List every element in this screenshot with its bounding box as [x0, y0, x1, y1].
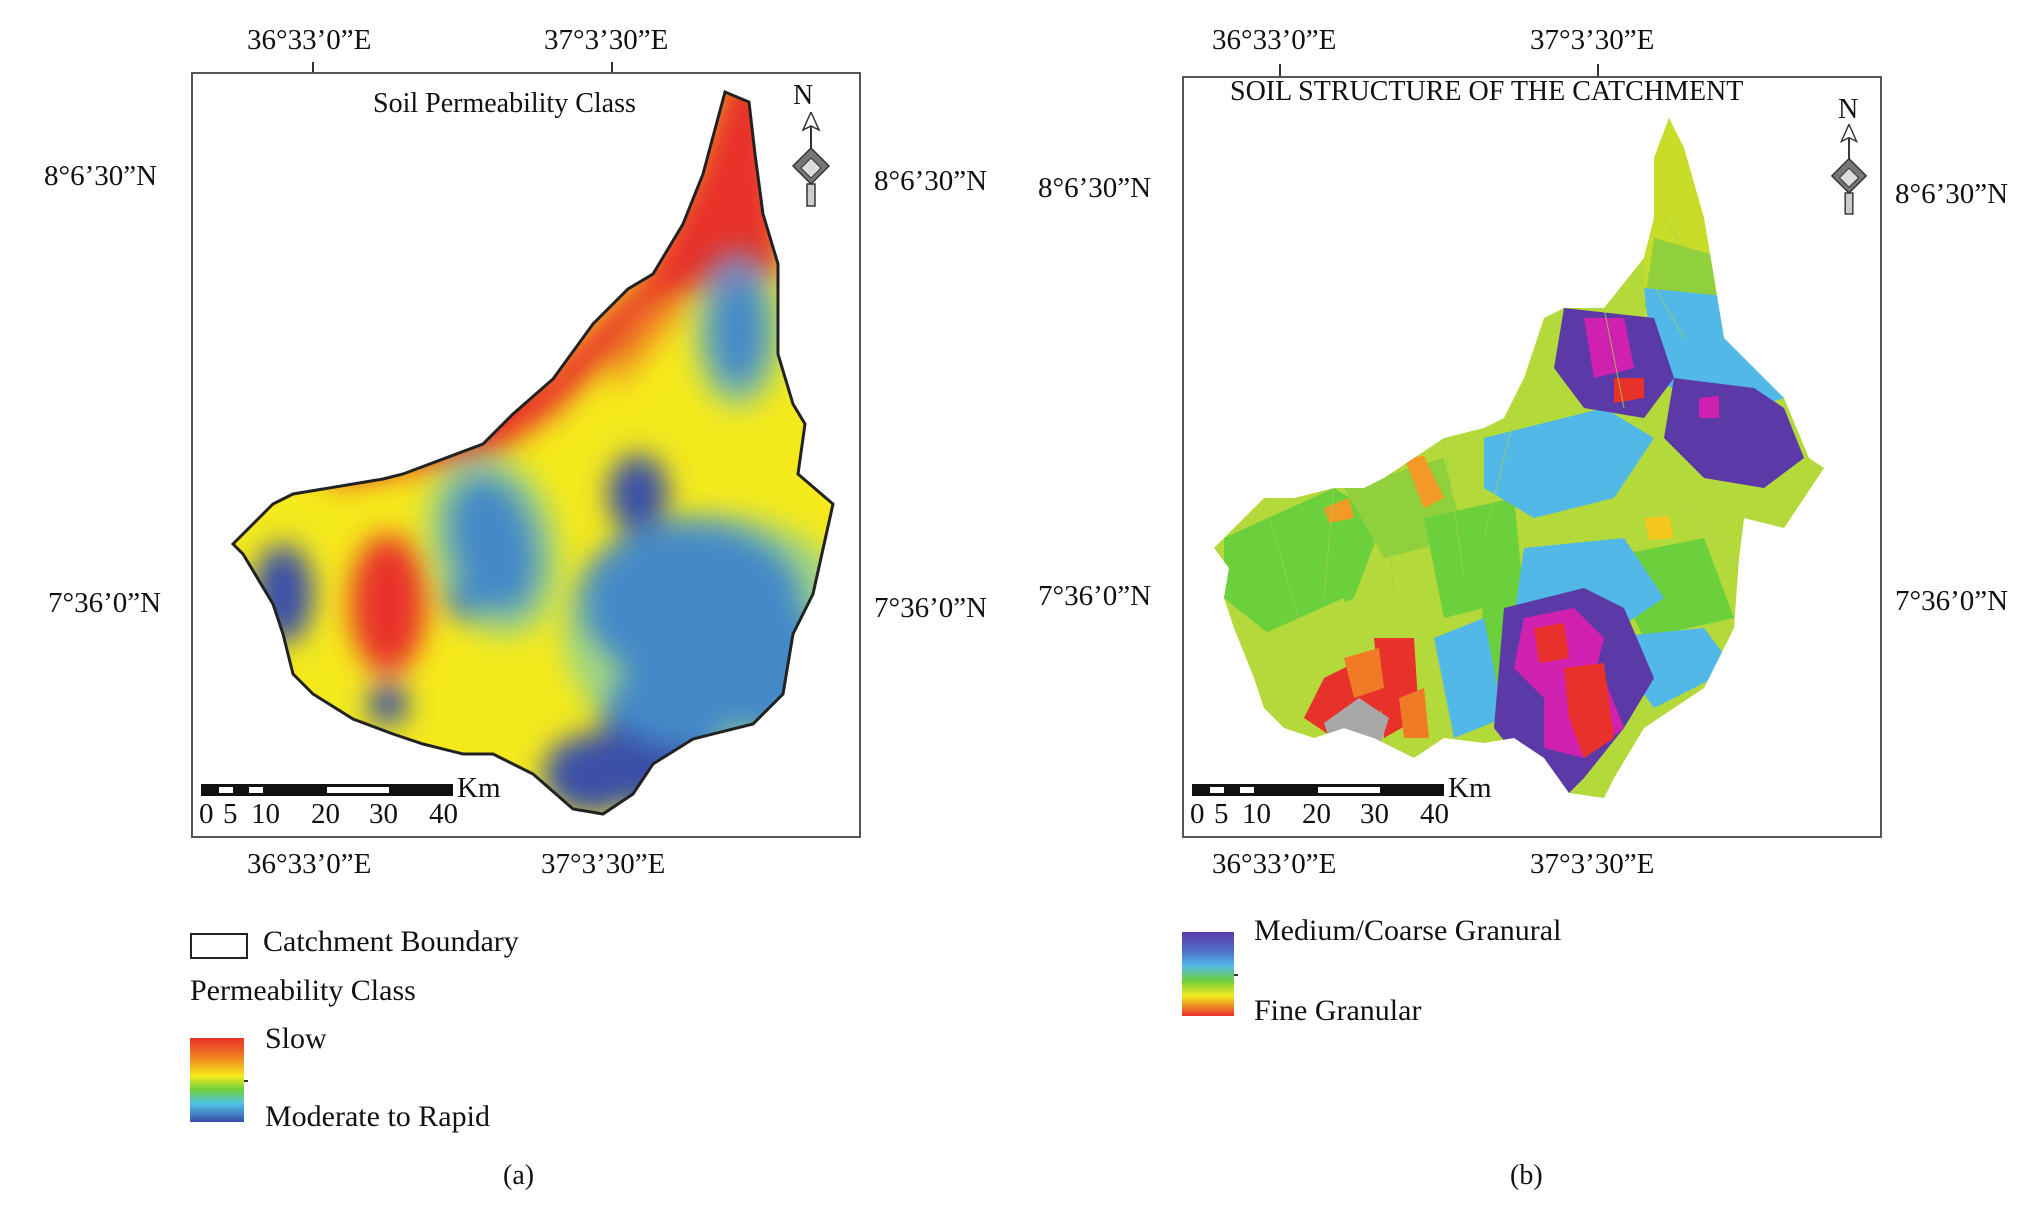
legend-high-label: Medium/Coarse Granural — [1254, 914, 1562, 947]
left-lat-label-1: 8°6’30”N — [1038, 172, 1152, 204]
right-lat-label-1: 8°6’30”N — [1895, 178, 2009, 210]
scale-tick-0: 0 — [1190, 798, 1205, 830]
caption-a: (a) — [503, 1160, 535, 1191]
legend-heading: Permeability Class — [190, 974, 416, 1007]
north-label-b: N — [1838, 94, 1859, 125]
right-lat-label-2: 7°36’0”N — [874, 592, 988, 624]
top-lon-label-1: 36°33’0”E — [247, 24, 372, 56]
north-arrow-icon — [1830, 124, 1868, 215]
map-title-a: Soil Permeability Class — [373, 88, 636, 119]
map-frame-b: SOIL STRUCTURE OF THE CATCHMENT N Km 0 5… — [1182, 76, 1882, 838]
structure-gradient-swatch — [1182, 932, 1234, 1016]
tick — [611, 62, 613, 74]
map-title-b: SOIL STRUCTURE OF THE CATCHMENT — [1230, 76, 1744, 107]
permeability-gradient-swatch — [190, 1038, 244, 1122]
tick — [312, 62, 314, 74]
legend-high-label: Slow — [265, 1022, 327, 1055]
legend-low-label: Fine Granular — [1254, 994, 1422, 1027]
scale-bar-b — [1192, 784, 1444, 796]
map-frame-a: Soil Permeability Class N Km 0 5 10 20 3… — [191, 72, 861, 838]
north-label-a: N — [793, 80, 814, 111]
scale-tick-10: 10 — [251, 798, 280, 830]
top-lon-label-1: 36°33’0”E — [1212, 24, 1337, 56]
tick — [1597, 64, 1599, 76]
scale-tick-5: 5 — [1214, 798, 1229, 830]
left-lat-label-2: 7°36’0”N — [48, 587, 162, 619]
bottom-lon-label-2: 37°3’30”E — [541, 848, 666, 880]
bottom-lon-label-1: 36°33’0”E — [1212, 848, 1337, 880]
left-lat-label-2: 7°36’0”N — [1038, 580, 1152, 612]
tick — [244, 1080, 248, 1082]
right-lat-label-1: 8°6’30”N — [874, 165, 988, 197]
permeability-map — [230, 89, 835, 816]
soil-structure-map — [1214, 118, 1824, 798]
right-lat-label-2: 7°36’0”N — [1895, 585, 2009, 617]
north-arrow-icon — [791, 112, 831, 207]
scale-bar-a — [201, 784, 453, 796]
scale-tick-5: 5 — [223, 798, 238, 830]
scale-tick-30: 30 — [369, 798, 398, 830]
catchment-boundary-swatch — [190, 933, 248, 959]
scale-tick-0: 0 — [199, 798, 214, 830]
legend-boundary-label: Catchment Boundary — [263, 925, 519, 958]
top-lon-label-2: 37°3’30”E — [544, 24, 669, 56]
scale-unit-b: Km — [1448, 772, 1492, 804]
scale-tick-40: 40 — [1420, 798, 1449, 830]
top-lon-label-2: 37°3’30”E — [1530, 24, 1655, 56]
tick — [1279, 64, 1281, 76]
scale-tick-40: 40 — [429, 798, 458, 830]
scale-tick-10: 10 — [1242, 798, 1271, 830]
scale-tick-20: 20 — [311, 798, 340, 830]
caption-b: (b) — [1510, 1160, 1543, 1191]
legend-low-label: Moderate to Rapid — [265, 1100, 490, 1133]
left-lat-label-1: 8°6’30”N — [44, 160, 158, 192]
bottom-lon-label-2: 37°3’30”E — [1530, 848, 1655, 880]
scale-tick-30: 30 — [1360, 798, 1389, 830]
bottom-lon-label-1: 36°33’0”E — [247, 848, 372, 880]
tick — [1234, 974, 1238, 976]
scale-unit-a: Km — [457, 772, 501, 804]
scale-tick-20: 20 — [1302, 798, 1331, 830]
